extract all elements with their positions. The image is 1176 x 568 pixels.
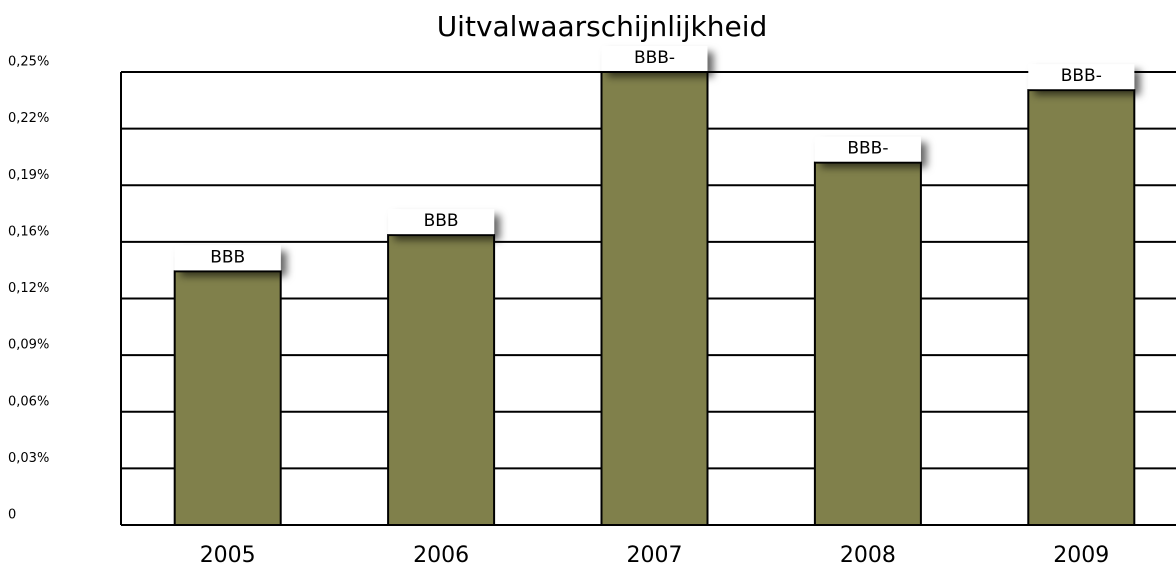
y-tick-label: 0,16% [8,224,49,239]
annotation: BBB [424,211,459,231]
x-tick-label: 2005 [200,543,256,568]
y-tick-label: 0,03% [8,451,49,466]
annotation-box [174,245,281,271]
annotation: BBB- [847,139,888,159]
y-tick-label: 0,12% [8,281,49,296]
chart-title: Uitvalwaarschijnlijkheid [437,10,768,43]
x-tick-label: 2006 [413,543,469,568]
x-tick-label: 2008 [840,543,896,568]
bar [387,234,496,527]
annotation: BBB [210,247,245,267]
bar [813,161,922,526]
annotation: BBB- [634,48,675,68]
y-tick-label: 0,09% [8,338,49,353]
y-tick-label: 0,25% [8,55,49,70]
bar [600,71,709,526]
bar [173,270,282,526]
x-tick-label: 2007 [627,543,683,568]
annotation-box [601,46,708,71]
annotation-box [814,136,921,162]
y-tick-label: 0 [8,508,16,523]
annotation-box [1028,64,1135,90]
y-tick-label: 0,22% [8,111,49,126]
bar [1027,89,1136,527]
y-tick-label: 0,19% [8,168,49,183]
annotation-box [388,209,495,235]
annotation: BBB- [1061,66,1102,86]
y-tick-label: 0,06% [8,394,49,409]
x-tick-label: 2009 [1053,543,1109,568]
